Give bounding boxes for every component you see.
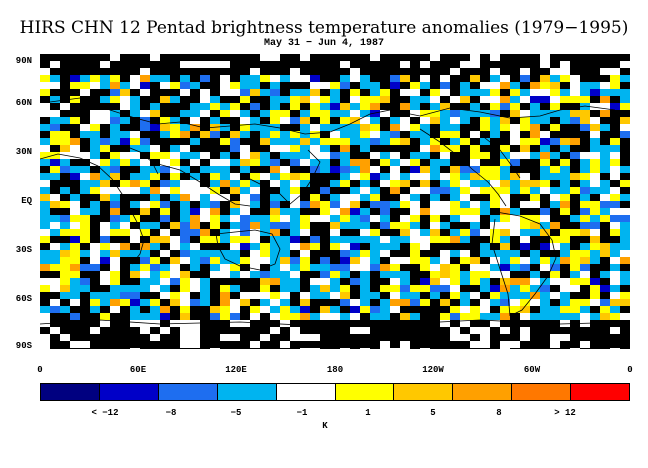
lon-label-0-end: 0: [627, 365, 633, 375]
colorbar-swatch: [41, 384, 99, 400]
lon-label-60e: 60E: [129, 365, 147, 375]
colorbar-label-lt-12: < −12: [91, 408, 119, 418]
colorbar-unit: K: [322, 421, 328, 431]
colorbar-label-1: 1: [365, 408, 371, 418]
lon-label-120e: 120E: [225, 365, 247, 375]
colorbar-swatch: [216, 384, 276, 400]
lat-label-30n: 30N: [15, 147, 32, 157]
anomaly-cells: [40, 54, 630, 349]
lat-label-60s: 60S: [15, 294, 32, 304]
colorbar-label-5-neg: −5: [230, 408, 242, 418]
colorbar-swatch: [157, 384, 217, 400]
colorbar-label-8: 8: [496, 408, 502, 418]
lat-label-90n: 90N: [15, 56, 32, 66]
lat-label-eq: EQ: [21, 196, 32, 206]
anomaly-map: [40, 54, 630, 349]
colorbar-swatch: [511, 384, 571, 400]
colorbar-swatch: [334, 384, 394, 400]
colorbar: [40, 383, 630, 401]
coastlines: [40, 97, 630, 327]
map-title: HIRS CHN 12 Pentad brightness temperatur…: [19, 18, 629, 38]
colorbar-swatch: [393, 384, 453, 400]
colorbar-label-5: 5: [430, 408, 436, 418]
colorbar-swatch: [275, 384, 335, 400]
date-subtitle: May 31 − Jun 4, 1987: [263, 38, 385, 49]
colorbar-swatch: [570, 384, 630, 400]
lon-label-120w: 120W: [422, 365, 444, 375]
lat-label-30s: 30S: [15, 245, 32, 255]
lat-label-90s: 90S: [15, 341, 32, 351]
colorbar-label-gt-12: > 12: [554, 408, 576, 418]
lon-label-60w: 60W: [523, 365, 541, 375]
colorbar-swatch: [452, 384, 512, 400]
colorbar-label-8-neg: −8: [165, 408, 177, 418]
colorbar-swatch: [98, 384, 158, 400]
colorbar-label-1-neg: −1: [296, 408, 308, 418]
lat-label-60n: 60N: [15, 98, 32, 108]
lon-label-180: 180: [326, 365, 344, 375]
lon-label-0: 0: [37, 365, 43, 375]
